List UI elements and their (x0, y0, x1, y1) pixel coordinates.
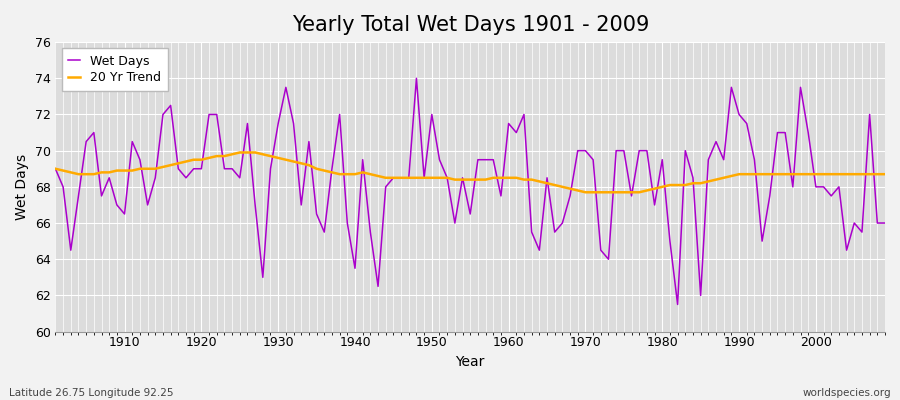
Wet Days (327, 166, 338, 171)
X-axis label: Year: Year (455, 355, 485, 369)
20 Yr Trend (611, 190, 622, 195)
Wet Days (511, 130, 522, 135)
Legend: Wet Days, 20 Yr Trend: Wet Days, 20 Yr Trend (62, 48, 167, 91)
20 Yr Trend (234, 150, 245, 155)
20 Yr Trend (288, 159, 299, 164)
Title: Yearly Total Wet Days 1901 - 2009: Yearly Total Wet Days 1901 - 2009 (292, 15, 649, 35)
Wet Days (603, 257, 614, 262)
Wet Days (503, 121, 514, 126)
Wet Days (411, 76, 422, 81)
20 Yr Trend (580, 190, 590, 195)
Wet Days (112, 202, 122, 207)
Wet Days (879, 221, 890, 226)
Y-axis label: Wet Days: Wet Days (15, 154, 29, 220)
Wet Days (50, 166, 61, 171)
20 Yr Trend (511, 176, 522, 180)
Wet Days (281, 85, 292, 90)
20 Yr Trend (50, 166, 61, 171)
Text: worldspecies.org: worldspecies.org (803, 388, 891, 398)
20 Yr Trend (879, 172, 890, 176)
20 Yr Trend (334, 172, 345, 176)
Line: 20 Yr Trend: 20 Yr Trend (56, 152, 885, 192)
Line: Wet Days: Wet Days (56, 78, 885, 304)
Text: Latitude 26.75 Longitude 92.25: Latitude 26.75 Longitude 92.25 (9, 388, 174, 398)
Wet Days (672, 302, 683, 307)
20 Yr Trend (112, 168, 122, 173)
20 Yr Trend (503, 176, 514, 180)
